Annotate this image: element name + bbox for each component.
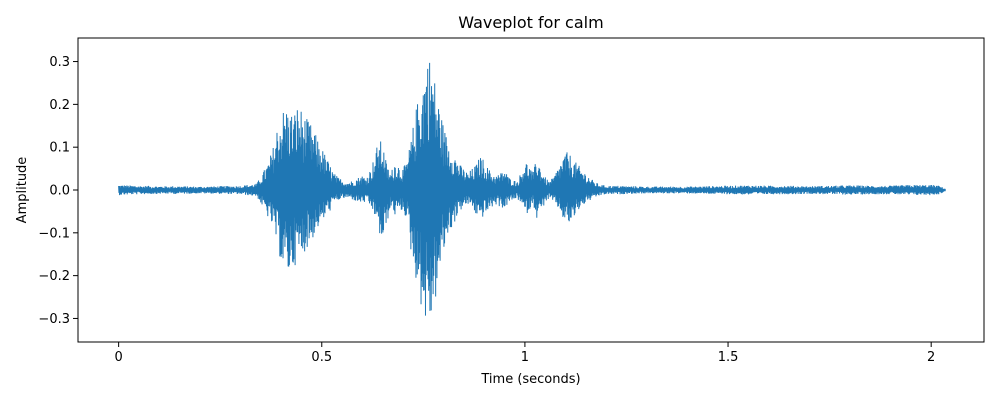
- y-axis: −0.3 −0.2 −0.1 0.0 0.1 0.2 0.3: [38, 55, 78, 327]
- y-tick-label: 0.1: [49, 141, 70, 156]
- y-tick-label: −0.3: [38, 312, 70, 327]
- y-axis-label: Amplitude: [15, 157, 30, 224]
- x-tick-label: 0: [114, 350, 122, 365]
- y-tick-label: 0.3: [49, 55, 70, 70]
- waveform-series-0: [118, 62, 946, 316]
- x-axis: 0 0.5 1 1.5 2: [114, 342, 935, 365]
- x-tick-label: 2: [927, 350, 935, 365]
- y-tick-label: 0.0: [49, 184, 70, 199]
- y-tick-label: −0.1: [38, 226, 70, 241]
- y-tick-label: −0.2: [38, 269, 70, 284]
- x-tick-label: 1: [521, 350, 529, 365]
- x-axis-label: Time (seconds): [480, 372, 580, 387]
- x-tick-label: 1.5: [718, 350, 739, 365]
- chart-title: Waveplot for calm: [458, 13, 603, 32]
- x-tick-label: 0.5: [311, 350, 332, 365]
- y-tick-label: 0.2: [49, 98, 70, 113]
- plot-area: [118, 62, 946, 316]
